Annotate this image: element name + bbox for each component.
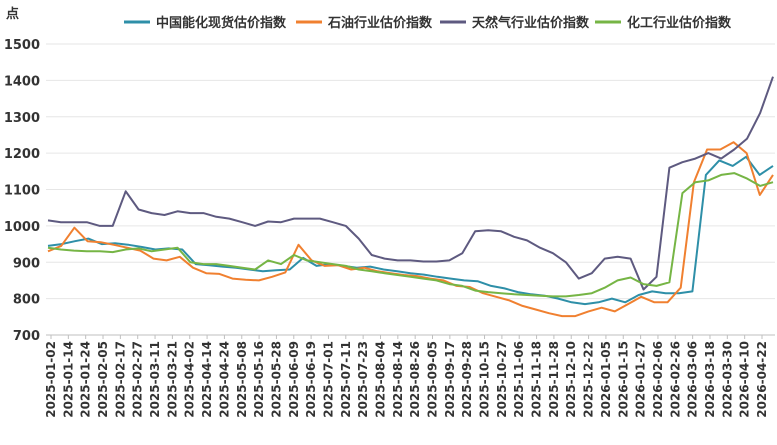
x-axis-ticks: 2025-01-02 2025-01-14 2025-01-24 2025-02-05… bbox=[44, 335, 769, 418]
x-tick-label: 2026-04-22 bbox=[755, 341, 769, 418]
x-tick-label: 2025-03-21 bbox=[165, 341, 179, 418]
y-tick-label: 700 bbox=[13, 329, 40, 344]
series-line bbox=[47, 155, 774, 306]
x-tick-label: 2025-04-02 bbox=[183, 341, 197, 418]
x-tick-label: 2026-01-15 bbox=[616, 341, 630, 418]
legend: 中国能化现货估价指数 石油行业估价指数 天然气行业估价指数 化工行业估价指数 bbox=[124, 15, 732, 31]
x-tick-label: 2025-01-02 bbox=[44, 341, 58, 418]
x-tick-label: 2025-05-08 bbox=[235, 341, 249, 418]
x-tick-label: 2025-04-14 bbox=[200, 341, 214, 418]
y-tick-label: 900 bbox=[13, 256, 40, 271]
x-tick-label: 2025-05-28 bbox=[269, 341, 283, 418]
series-lines bbox=[47, 76, 774, 318]
x-tick-label: 2025-02-17 bbox=[113, 341, 127, 418]
x-tick-label: 2025-08-26 bbox=[408, 341, 422, 418]
x-tick-label: 2025-02-05 bbox=[96, 341, 110, 418]
series-line bbox=[47, 172, 774, 298]
legend-label: 化工行业估价指数 bbox=[627, 15, 732, 31]
x-tick-label: 2025-08-04 bbox=[373, 341, 387, 418]
x-tick-label: 2025-10-15 bbox=[478, 341, 492, 418]
x-tick-label: 2025-11-06 bbox=[512, 341, 526, 418]
x-tick-label: 2025-09-28 bbox=[460, 341, 474, 418]
series-line bbox=[47, 141, 774, 318]
y-tick-label: 1300 bbox=[4, 111, 40, 126]
x-tick-label: 2026-03-30 bbox=[720, 341, 734, 418]
legend-label: 中国能化现货估价指数 bbox=[156, 15, 287, 31]
x-tick-label: 2025-07-01 bbox=[321, 341, 335, 418]
x-tick-label: 2025-12-22 bbox=[582, 341, 596, 418]
x-tick-label: 2026-01-27 bbox=[634, 341, 648, 418]
x-tick-label: 2025-01-24 bbox=[79, 341, 93, 418]
x-tick-label: 2026-01-05 bbox=[599, 341, 613, 418]
x-tick-label: 2026-03-06 bbox=[686, 341, 700, 418]
x-tick-label: 2026-04-10 bbox=[738, 341, 752, 418]
x-tick-label: 2025-09-17 bbox=[443, 341, 457, 418]
y-tick-label: 1100 bbox=[4, 184, 40, 199]
x-tick-label: 2025-11-28 bbox=[547, 341, 561, 418]
x-tick-label: 2025-10-27 bbox=[495, 341, 509, 418]
x-tick-label: 2026-02-26 bbox=[668, 341, 682, 418]
x-tick-label: 2025-05-16 bbox=[252, 341, 266, 418]
x-tick-label: 2025-07-23 bbox=[356, 341, 370, 418]
x-tick-label: 2026-03-18 bbox=[703, 341, 717, 418]
y-axis-ticks: 700 800 900 1000 1100 1200 1300 1400 1500 bbox=[4, 38, 40, 344]
x-tick-label: 2025-12-10 bbox=[564, 341, 578, 418]
grid bbox=[46, 43, 775, 336]
x-tick-label: 2025-02-27 bbox=[131, 341, 145, 418]
legend-label: 天然气行业估价指数 bbox=[472, 15, 590, 31]
y-unit-label: 点 bbox=[6, 6, 19, 22]
x-tick-label: 2025-08-14 bbox=[391, 341, 405, 418]
legend-label: 石油行业估价指数 bbox=[327, 15, 433, 31]
x-tick-label: 2025-09-05 bbox=[426, 341, 440, 418]
x-tick-label: 2026-02-06 bbox=[651, 341, 665, 418]
x-tick-label: 2025-04-24 bbox=[217, 341, 231, 418]
series-line bbox=[47, 76, 774, 291]
y-tick-label: 800 bbox=[13, 293, 40, 308]
x-tick-label: 2025-07-11 bbox=[339, 341, 353, 418]
y-tick-label: 1000 bbox=[4, 220, 40, 235]
x-tick-label: 2025-06-19 bbox=[304, 341, 318, 418]
y-tick-label: 1200 bbox=[4, 147, 40, 162]
y-tick-label: 1400 bbox=[4, 74, 40, 89]
x-tick-label: 2025-06-09 bbox=[287, 341, 301, 418]
x-tick-label: 2025-01-14 bbox=[61, 341, 75, 418]
x-tick-label: 2025-03-11 bbox=[148, 341, 162, 418]
y-tick-label: 1500 bbox=[4, 38, 40, 53]
x-tick-label: 2025-11-18 bbox=[530, 341, 544, 418]
